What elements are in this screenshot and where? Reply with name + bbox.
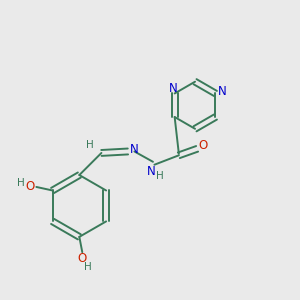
Text: O: O: [198, 140, 208, 152]
Text: H: H: [86, 140, 94, 150]
Text: N: N: [147, 165, 156, 178]
Text: H: H: [155, 172, 163, 182]
Text: N: N: [218, 85, 226, 98]
Text: N: N: [169, 82, 178, 95]
Text: H: H: [84, 262, 92, 272]
Text: O: O: [78, 252, 87, 265]
Text: N: N: [129, 142, 138, 156]
Text: H: H: [16, 178, 24, 188]
Text: O: O: [25, 181, 34, 194]
